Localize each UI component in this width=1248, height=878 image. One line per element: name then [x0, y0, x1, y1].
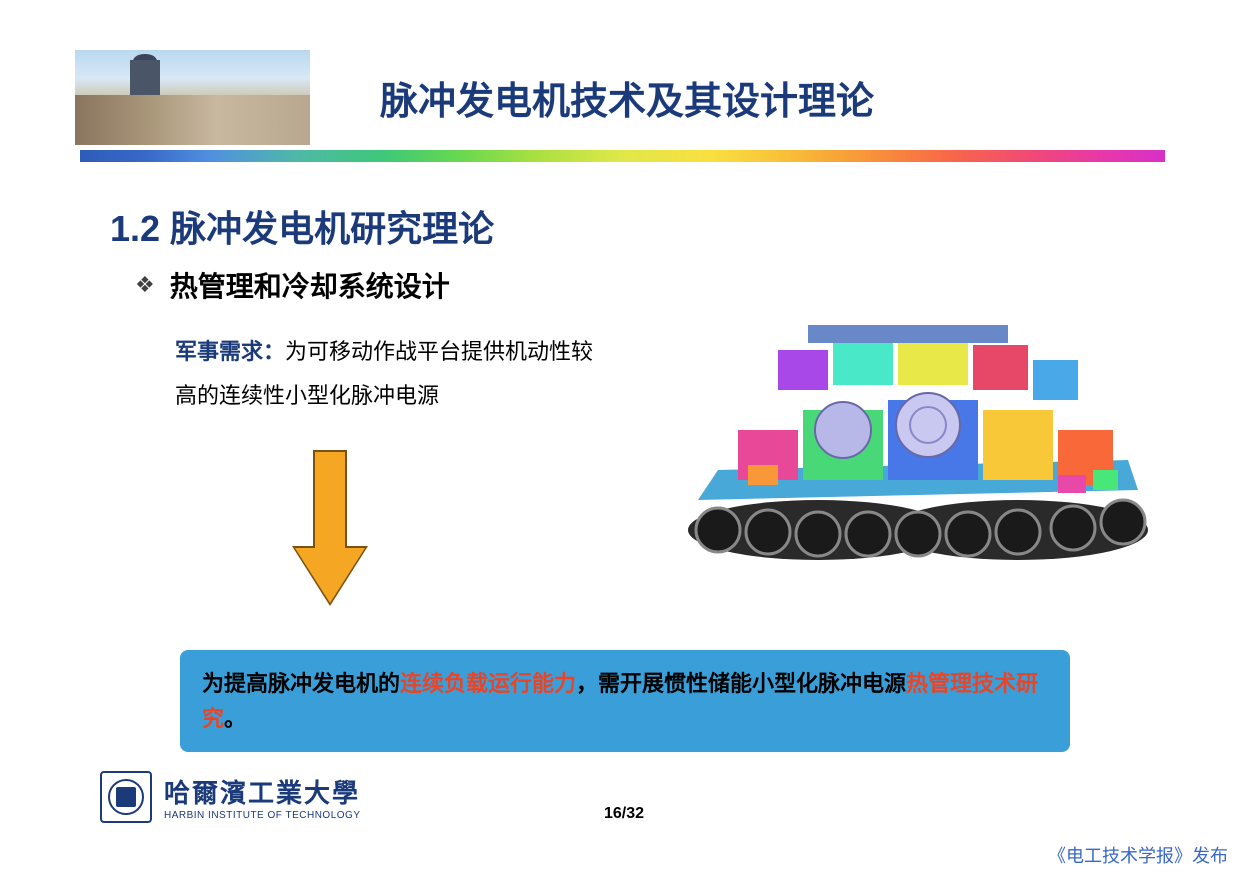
body-paragraph: 军事需求：为可移动作战平台提供机动性较高的连续性小型化脉冲电源: [175, 330, 595, 418]
publisher-label: 《电工技术学报》发布: [1048, 842, 1228, 868]
institution-name-cn: 哈爾濱工業大學: [164, 773, 361, 810]
page-current: 16: [604, 805, 622, 822]
section-title: 脉冲发电机研究理论: [170, 208, 494, 249]
page-total: 32: [626, 805, 644, 822]
vehicle-diagram: [678, 300, 1158, 590]
callout-text-3: 。: [224, 706, 246, 731]
institution-name-en: HARBIN INSTITUTE OF TECHNOLOGY: [164, 810, 361, 821]
callout-text-1: 为提高脉冲发电机的: [202, 671, 400, 696]
bullet-text: 热管理和冷却系统设计: [170, 265, 450, 305]
page-number: 16/32: [604, 805, 644, 823]
bullet-row: ❖ 热管理和冷却系统设计: [135, 265, 450, 305]
down-arrow-icon: [295, 450, 365, 610]
body-label: 军事需求：: [175, 339, 285, 364]
logo-emblem-icon: [100, 771, 152, 823]
section-number: 1.2: [110, 208, 160, 249]
header-photo: [75, 50, 310, 145]
section-heading: 1.2 脉冲发电机研究理论: [110, 200, 494, 252]
page-title: 脉冲发电机技术及其设计理论: [380, 70, 874, 125]
header-divider: [80, 150, 1165, 162]
callout-box: 为提高脉冲发电机的连续负载运行能力，需开展惯性储能小型化脉冲电源热管理技术研究。: [180, 650, 1070, 752]
bullet-icon: ❖: [135, 272, 155, 298]
callout-text-2: ，需开展惯性储能小型化脉冲电源: [576, 671, 906, 696]
institution-logo: 哈爾濱工業大學 HARBIN INSTITUTE OF TECHNOLOGY: [100, 771, 361, 823]
callout-highlight-1: 连续负载运行能力: [400, 671, 576, 696]
